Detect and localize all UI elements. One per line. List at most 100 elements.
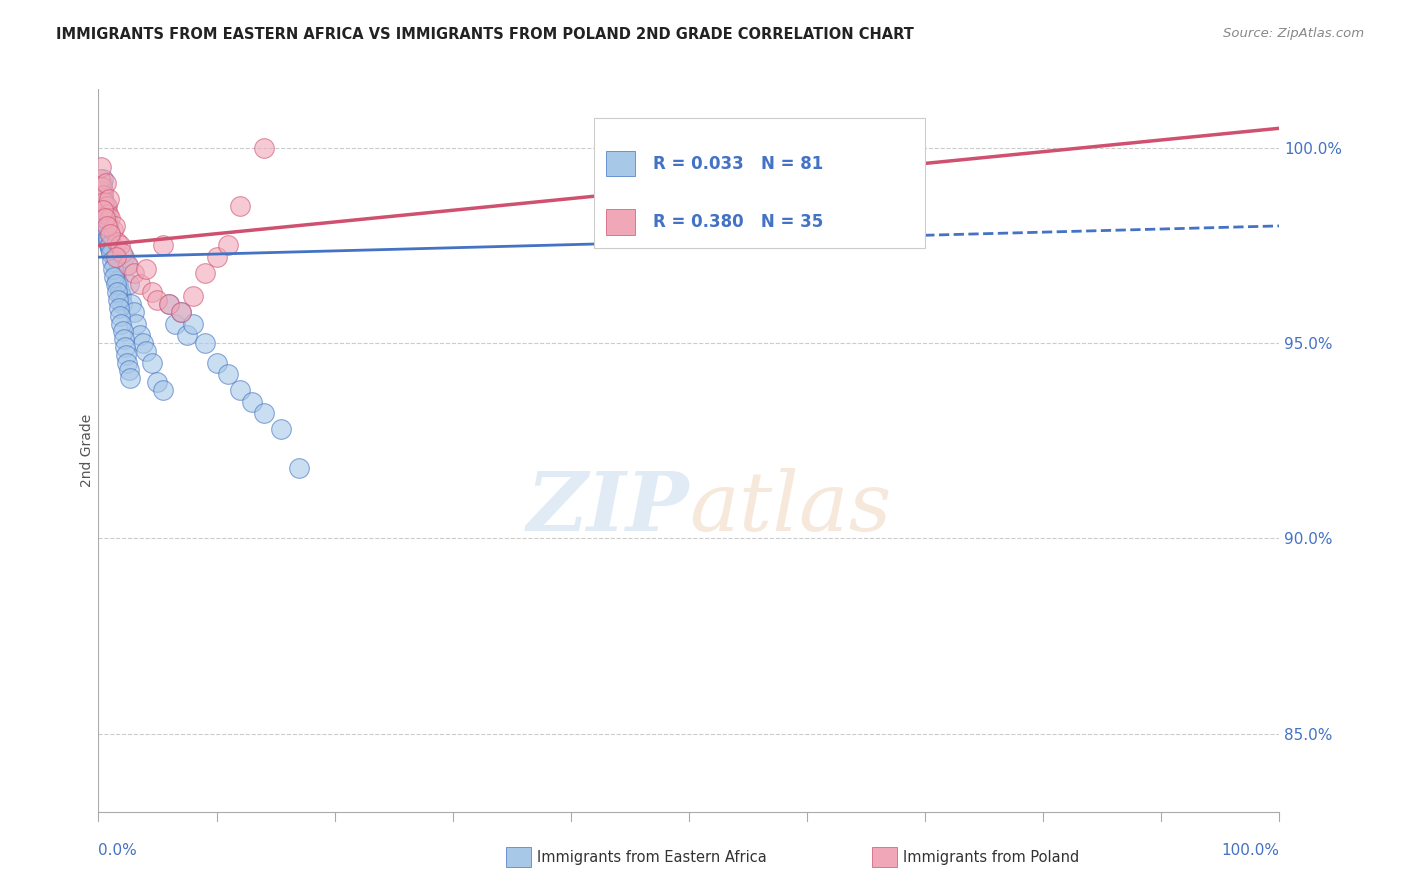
Point bbox=[152, 383, 174, 397]
Point bbox=[115, 348, 138, 362]
Point bbox=[105, 266, 128, 280]
Point bbox=[98, 238, 121, 252]
Point bbox=[135, 343, 157, 358]
Point bbox=[170, 305, 193, 319]
Point bbox=[103, 250, 125, 264]
Point bbox=[91, 184, 114, 198]
Point bbox=[205, 355, 228, 369]
Point bbox=[93, 195, 115, 210]
Point bbox=[90, 161, 112, 175]
Point bbox=[111, 324, 134, 338]
Point bbox=[105, 274, 128, 288]
Point bbox=[98, 192, 121, 206]
Point bbox=[128, 277, 150, 292]
Point bbox=[114, 340, 136, 354]
Point bbox=[105, 235, 128, 249]
Point bbox=[152, 238, 174, 252]
Point bbox=[91, 176, 114, 190]
Text: 100.0%: 100.0% bbox=[1222, 843, 1279, 858]
Point bbox=[107, 277, 129, 292]
Point bbox=[229, 199, 252, 213]
Point bbox=[117, 355, 139, 369]
Point bbox=[98, 227, 121, 241]
Point bbox=[110, 289, 132, 303]
Point bbox=[93, 203, 115, 218]
Point bbox=[90, 184, 112, 198]
Point bbox=[125, 317, 148, 331]
Point bbox=[89, 199, 111, 213]
Point bbox=[157, 297, 180, 311]
Point bbox=[91, 192, 114, 206]
Point bbox=[89, 195, 111, 210]
Point bbox=[108, 285, 131, 300]
Y-axis label: 2nd Grade: 2nd Grade bbox=[80, 414, 94, 487]
Point bbox=[103, 261, 125, 276]
Point bbox=[112, 250, 135, 264]
Point bbox=[122, 305, 145, 319]
Point bbox=[112, 332, 135, 346]
Point bbox=[96, 199, 118, 213]
Point bbox=[110, 309, 132, 323]
Bar bbox=[606, 151, 636, 177]
Point bbox=[146, 293, 169, 307]
Point bbox=[101, 254, 124, 268]
Text: Immigrants from Poland: Immigrants from Poland bbox=[903, 850, 1078, 864]
Point bbox=[165, 317, 187, 331]
Point bbox=[111, 246, 134, 260]
Point bbox=[91, 179, 114, 194]
Point bbox=[128, 328, 150, 343]
Point bbox=[118, 277, 141, 292]
Text: R = 0.380   N = 35: R = 0.380 N = 35 bbox=[652, 213, 823, 231]
Point bbox=[91, 195, 114, 210]
Point bbox=[170, 305, 193, 319]
Point bbox=[98, 238, 121, 252]
Point bbox=[104, 277, 127, 292]
Point bbox=[94, 211, 117, 225]
Point bbox=[91, 187, 114, 202]
Point bbox=[229, 383, 252, 397]
Text: R = 0.033   N = 81: R = 0.033 N = 81 bbox=[652, 154, 823, 173]
Point bbox=[89, 172, 111, 186]
Point bbox=[94, 199, 117, 213]
Point bbox=[94, 223, 117, 237]
Point bbox=[132, 336, 155, 351]
Point bbox=[96, 227, 118, 241]
Point bbox=[135, 261, 157, 276]
Point bbox=[108, 238, 131, 252]
Point bbox=[118, 371, 141, 385]
Point bbox=[104, 258, 127, 272]
Point bbox=[94, 207, 117, 221]
Point bbox=[205, 250, 228, 264]
Point bbox=[181, 289, 204, 303]
Point bbox=[141, 285, 163, 300]
Point bbox=[194, 336, 217, 351]
Point bbox=[217, 238, 239, 252]
Point bbox=[157, 297, 180, 311]
Point bbox=[100, 235, 122, 249]
Point bbox=[91, 192, 114, 206]
Text: ZIP: ZIP bbox=[526, 468, 689, 549]
Point bbox=[100, 246, 122, 260]
Point bbox=[253, 141, 276, 155]
Point bbox=[97, 230, 120, 244]
Point bbox=[141, 355, 163, 369]
Point bbox=[91, 172, 114, 186]
Point bbox=[96, 219, 118, 233]
Point bbox=[217, 368, 239, 382]
Point bbox=[105, 285, 128, 300]
Point bbox=[117, 258, 139, 272]
Point bbox=[97, 207, 120, 221]
Point bbox=[93, 207, 115, 221]
Point bbox=[110, 317, 132, 331]
Point bbox=[176, 328, 198, 343]
Point bbox=[97, 219, 120, 233]
Point bbox=[194, 266, 217, 280]
Point bbox=[98, 227, 121, 241]
Text: IMMIGRANTS FROM EASTERN AFRICA VS IMMIGRANTS FROM POLAND 2ND GRADE CORRELATION C: IMMIGRANTS FROM EASTERN AFRICA VS IMMIGR… bbox=[56, 27, 914, 42]
Point bbox=[122, 266, 145, 280]
Point bbox=[98, 243, 121, 257]
Point bbox=[101, 223, 124, 237]
Point bbox=[90, 179, 112, 194]
Point bbox=[96, 211, 118, 225]
Point bbox=[115, 258, 138, 272]
